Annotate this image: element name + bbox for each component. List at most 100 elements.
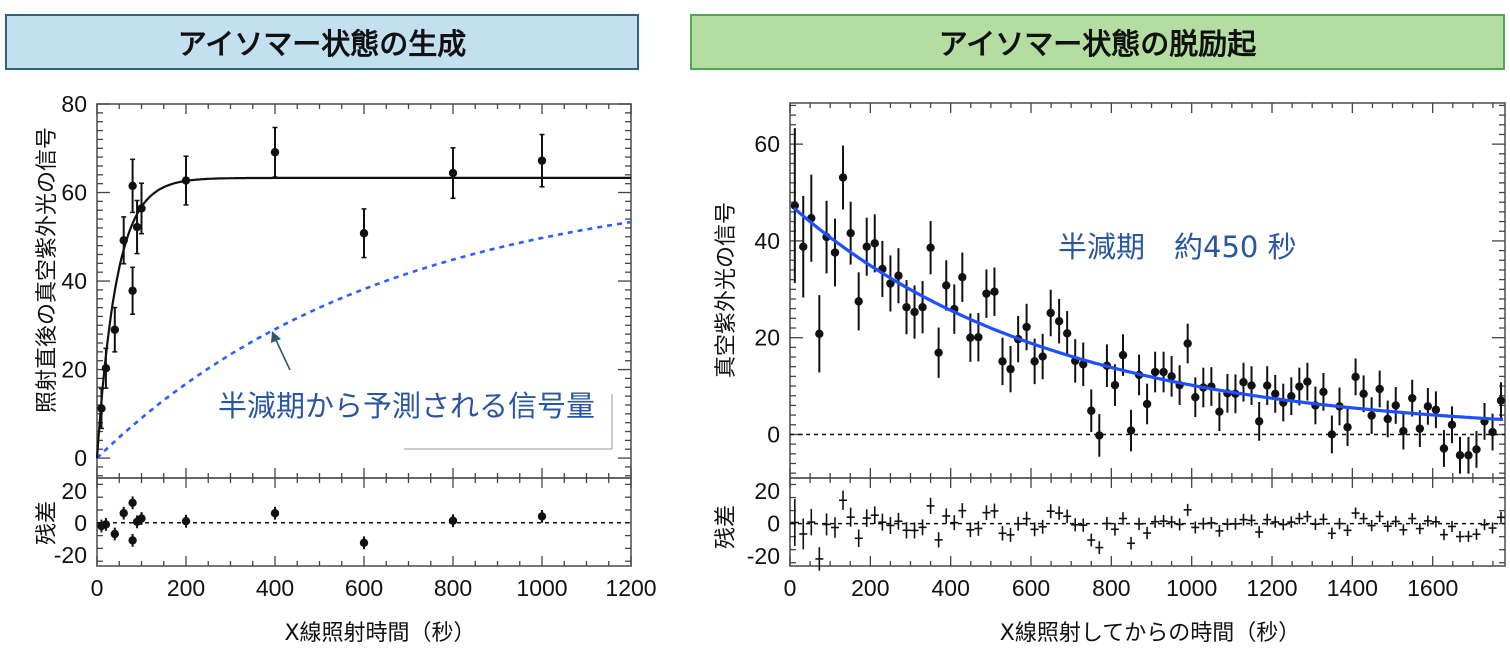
data-point — [815, 329, 824, 339]
residual-tick-label: 0 — [74, 510, 87, 536]
data-point — [1142, 399, 1152, 409]
data-point — [181, 176, 191, 185]
data-point — [862, 242, 871, 251]
data-point — [1247, 381, 1256, 390]
y-tick-label: 60 — [754, 131, 780, 157]
half-life-annotation: 半減期 約450 秒 — [1058, 230, 1297, 264]
x-tick-label: 200 — [167, 575, 205, 601]
residual-point — [128, 498, 137, 507]
data-point — [918, 302, 927, 312]
residual-point — [537, 512, 547, 521]
residual-point — [128, 536, 137, 545]
data-point — [1399, 426, 1408, 436]
data-point — [1343, 422, 1352, 432]
left-ylabel: 照射直後の真空紫外光の信号 — [35, 127, 60, 413]
residual-point — [359, 538, 369, 547]
prediction-annotation: 半減期から予測される信号量 — [218, 389, 595, 423]
data-point — [128, 286, 137, 295]
fit-curve — [792, 206, 1504, 422]
x-tick-label: 800 — [434, 575, 472, 601]
data-point — [934, 348, 943, 357]
data-point — [1054, 317, 1064, 326]
data-point — [1030, 357, 1039, 366]
plot-frame — [96, 103, 632, 567]
data-point — [1303, 377, 1312, 386]
residual-tick-label: 20 — [754, 478, 780, 504]
data-point — [854, 297, 863, 306]
data-point — [1215, 407, 1224, 416]
data-point — [974, 332, 983, 342]
left-xlabel: X線照射時間（秒） — [284, 621, 475, 646]
data-point — [870, 239, 879, 248]
data-point — [1079, 360, 1088, 369]
residual-tick-label: -20 — [54, 542, 87, 568]
residual-point — [119, 509, 128, 518]
x-tick-label: 1200 — [605, 575, 656, 601]
x-tick-label: 600 — [345, 575, 383, 601]
residual-tick-label: 20 — [61, 478, 87, 504]
data-point — [1087, 406, 1096, 415]
data-point — [1118, 350, 1128, 360]
data-point — [270, 148, 280, 157]
data-point — [1150, 367, 1160, 377]
data-point — [1415, 424, 1425, 433]
data-point — [448, 168, 458, 178]
x-tick-label: 0 — [784, 575, 797, 601]
data-point — [1496, 396, 1506, 405]
x-tick-label: 1400 — [1327, 575, 1378, 601]
residual-point — [181, 517, 191, 526]
y-tick-label: 20 — [61, 357, 87, 383]
right-xlabel: X線照射してからの時間（秒） — [1000, 621, 1300, 646]
prediction-curve — [96, 220, 632, 460]
data-point — [1271, 389, 1280, 399]
data-point — [1391, 401, 1400, 410]
data-point — [846, 228, 855, 238]
data-point — [790, 201, 800, 210]
data-point — [966, 333, 975, 342]
data-point — [1423, 402, 1433, 411]
left-panel-title: アイソマー状態の生成 — [5, 14, 639, 70]
y-tick-label: 20 — [754, 325, 780, 351]
x-tick-label: 600 — [1012, 575, 1050, 601]
plot-frame — [789, 102, 1506, 567]
residual-point — [110, 529, 120, 539]
x-tick-label: 200 — [851, 575, 889, 601]
x-tick-label: 1600 — [1407, 575, 1458, 601]
data-point — [1110, 380, 1120, 390]
data-point — [1383, 414, 1392, 424]
right-panel-title: アイソマー状態の脱励起 — [690, 14, 1505, 70]
data-point — [799, 242, 808, 251]
y-tick-label: 40 — [754, 228, 780, 254]
data-point — [926, 243, 935, 252]
data-point — [1095, 431, 1104, 440]
data-point — [830, 248, 840, 257]
right-title-text: アイソマー状態の脱励起 — [938, 27, 1257, 61]
data-point — [894, 271, 903, 280]
data-point — [982, 289, 991, 298]
data-point — [1167, 372, 1176, 381]
data-point — [1263, 381, 1272, 390]
x-tick-label: 1200 — [1246, 575, 1297, 601]
residual-point — [270, 509, 280, 518]
data-point — [942, 281, 951, 290]
data-point — [1159, 367, 1168, 377]
data-point — [1006, 364, 1015, 374]
y-tick-label: 40 — [61, 268, 87, 294]
x-tick-label: 1000 — [516, 575, 567, 601]
data-point — [537, 156, 547, 165]
residual-tick-label: -20 — [747, 543, 780, 569]
decay-chart: 0 200 400 600 800 1000 1200 1400 16000204060-200… — [747, 102, 1506, 601]
data-point — [958, 272, 967, 282]
data-point — [1327, 430, 1337, 439]
data-point — [1295, 382, 1304, 391]
data-point — [1191, 392, 1200, 402]
data-point — [910, 307, 919, 317]
data-point — [1431, 405, 1441, 414]
data-point — [1359, 389, 1368, 399]
x-tick-label: 1000 — [1166, 575, 1217, 601]
data-point — [1367, 411, 1376, 420]
data-point — [137, 204, 146, 213]
data-point — [110, 325, 120, 334]
